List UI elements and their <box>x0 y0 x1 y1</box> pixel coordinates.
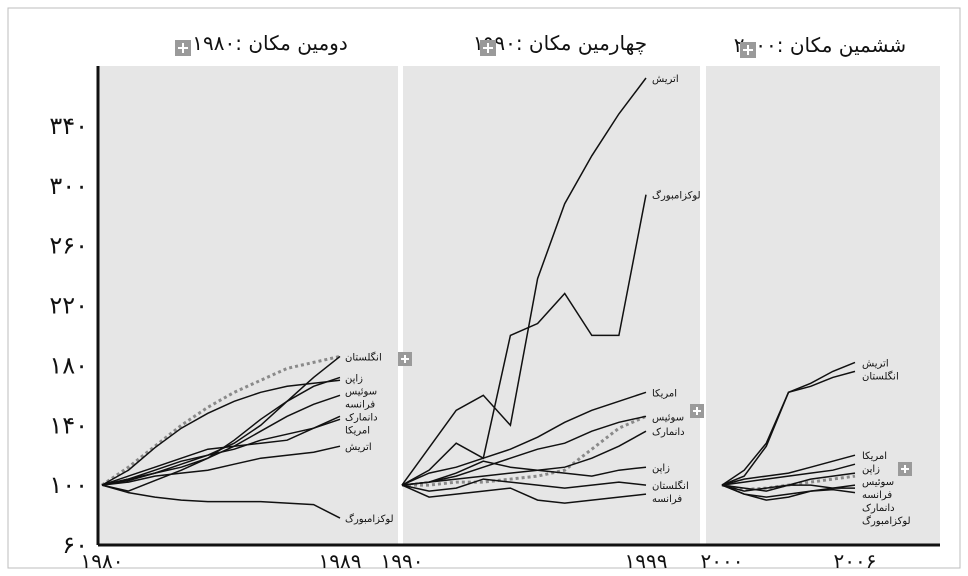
series-line <box>101 376 341 492</box>
series-label: فرانسه <box>345 399 375 410</box>
series-label: انگلستان <box>345 351 382 363</box>
series-label: انگلستان <box>862 370 899 382</box>
x-tick-label: ۱۹۸۰ <box>81 549 124 573</box>
series-line <box>101 418 341 486</box>
y-tick-label: ۱۸۰ <box>49 351 88 379</box>
series-label: زاپن <box>652 463 670 474</box>
panel-title: ششمین مکان :۲۰۰۰ <box>734 33 906 57</box>
series-label: دانمارک <box>345 412 378 423</box>
series-label: اتریش <box>652 74 679 85</box>
series-line <box>401 478 647 492</box>
series-line <box>721 463 856 486</box>
series-line <box>401 460 647 486</box>
series-line <box>721 484 856 498</box>
x-tick-label: ۲۰۰۶ <box>834 549 877 573</box>
dotted-trend-line <box>101 354 341 487</box>
series-line <box>401 484 647 504</box>
series-label: لوکزامبورگ <box>345 512 394 525</box>
series-line <box>401 415 647 486</box>
y-tick-label: ۲۶۰ <box>49 232 88 260</box>
y-tick-label: ۲۲۰ <box>49 292 88 320</box>
series-line <box>401 430 647 486</box>
y-tick-label: ۳۰۰ <box>49 172 88 200</box>
series-label: دانمارک <box>862 503 895 514</box>
y-tick-label: ۳۴۰ <box>49 112 88 140</box>
series-line <box>101 415 341 486</box>
series-line <box>401 391 647 486</box>
series-label: دانمارک <box>652 427 685 438</box>
series-label: اتریش <box>345 442 372 453</box>
series-label: فرانسه <box>862 490 892 501</box>
series-label: زاپن <box>862 464 880 475</box>
series-label: زاپن <box>345 373 363 384</box>
y-tick-label: ۶۰ <box>62 531 88 559</box>
dotted-trend-line <box>402 414 647 487</box>
panel-background-2 <box>403 66 700 545</box>
series-line <box>721 484 855 492</box>
series-label: اتریش <box>862 358 889 369</box>
y-tick-label: ۱۰۰ <box>49 471 88 499</box>
series-line <box>401 194 647 486</box>
series-label: لوکزامبورگ <box>652 189 701 202</box>
series-line <box>401 77 647 486</box>
series-label: امریکا <box>345 425 370 436</box>
x-tick-label: ۱۹۹۰ <box>381 549 424 573</box>
plus-icon <box>898 462 912 476</box>
series-line <box>721 370 856 486</box>
panel-background-1 <box>98 66 398 545</box>
plus-icon <box>398 352 412 366</box>
outer-frame <box>7 7 961 569</box>
series-line <box>721 454 856 486</box>
x-tick-label: ۲۰۰۰ <box>701 549 744 573</box>
series-label: امریکا <box>862 451 887 462</box>
series-line <box>101 379 341 486</box>
title-plus-icon <box>175 40 191 56</box>
series-line <box>101 484 341 519</box>
series-line <box>101 445 341 486</box>
panel-title: چهارمین مکان :۱۹۹۰ <box>473 31 647 55</box>
x-tick-label: ۱۹۸۹ <box>319 549 362 573</box>
title-plus-icon <box>740 42 756 58</box>
y-tick-label: ۱۴۰ <box>49 411 88 439</box>
series-label: فرانسه <box>652 494 682 505</box>
series-label: انگلستان <box>652 480 689 492</box>
title-plus-icon <box>480 40 496 56</box>
x-tick-label: ۱۹۹۹ <box>625 549 668 573</box>
series-label: سوئیس <box>345 386 377 397</box>
series-label: سوئیس <box>862 477 894 488</box>
series-label: امریکا <box>652 388 677 399</box>
series-label: سوئیس <box>652 412 684 423</box>
panel-title: دومین مکان :۱۹۸۰ <box>192 31 348 55</box>
plus-icon <box>690 404 704 418</box>
series-label: لوکزامبورگ <box>862 514 911 527</box>
